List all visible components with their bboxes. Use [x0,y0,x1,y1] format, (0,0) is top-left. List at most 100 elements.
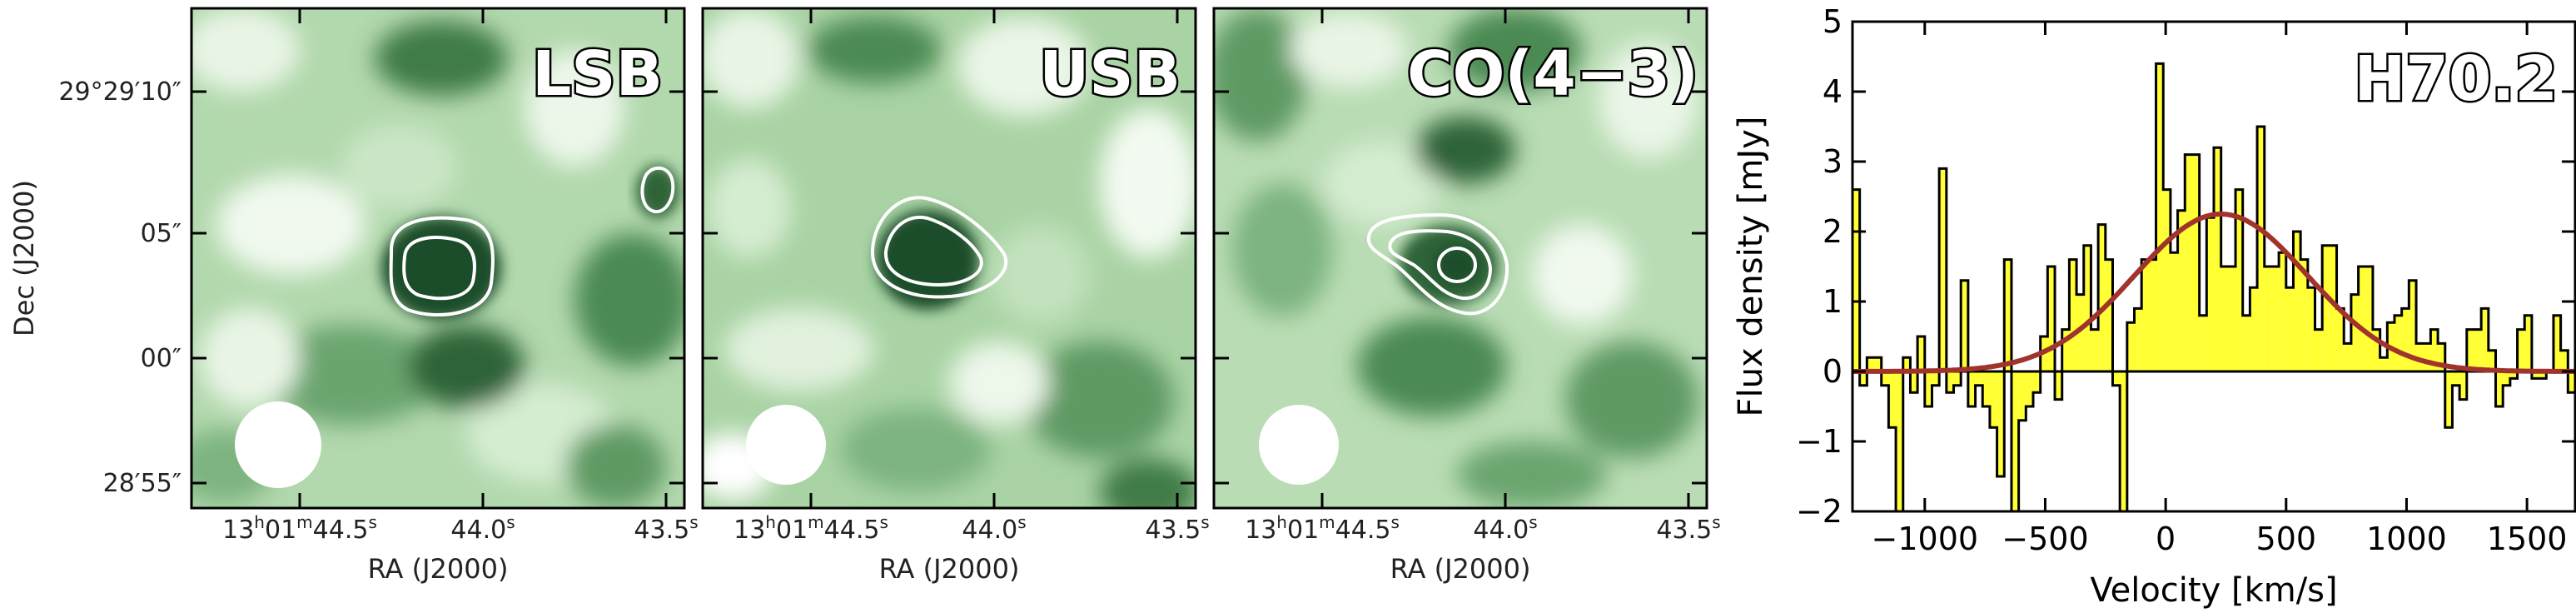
histogram-bar [1967,371,1976,406]
y-tick-label: 0 [1823,353,1842,390]
histogram-bar [2185,154,2192,371]
histogram-bar [1896,371,1903,511]
histogram-bar [2553,315,2561,371]
map-image-lsb [191,8,684,508]
beam-ellipse [235,401,321,488]
histogram-bar [2120,371,2127,511]
map-tick-marks [191,8,1707,508]
histogram-bar [2279,252,2286,371]
ra-seconds: 43.5 [634,516,689,545]
dec-tick-label: 29°29′10″ [58,77,182,107]
svg-text:44.0s: 44.0s [962,512,1026,545]
svg-text:44.0s: 44.0s [450,512,515,545]
histogram-bar [2170,252,2178,371]
svg-text:43.5s: 43.5s [1656,512,1720,545]
histogram-bar [1888,371,1897,428]
map-panel-usb: USB [701,7,1197,510]
ra-ticks-panel-1: 13h01m44.5s 44.0s 43.5s RA (J2000) [222,512,698,585]
histogram-bar [2004,259,2012,371]
y-tick-label: −1 [1796,423,1842,460]
histogram-bar [2474,329,2482,371]
histogram-bar [2214,147,2221,371]
histogram-bar [2459,371,2467,400]
histogram-bar [2285,287,2294,371]
histogram-bar [2105,259,2113,371]
histogram-bar [2488,350,2496,371]
histogram-bar [2033,371,2041,393]
histogram-bar [2336,308,2345,371]
spectrum-title: H70.2 [2354,43,2558,115]
histogram-bar [2481,308,2489,371]
map-label: CO(4−3) [1407,38,1698,110]
histogram-outline [1852,62,2575,511]
dec-tick-label: 28′55″ [103,469,182,498]
histogram-bar [2350,294,2359,371]
ra-seconds: 44.5 [313,516,369,545]
spectrum-panel: −1000 −500 0 500 1000 1500 −2 −1 0 1 2 3 4 5 H70.2 Ve… [1732,3,2576,610]
histogram-bar [2372,329,2380,371]
histogram-bar [2055,371,2062,400]
x-tick-label: 1500 [2487,521,2568,557]
histogram-bar [2141,259,2149,371]
y-tick-label: 5 [1823,3,1842,40]
spectrum-xlabel: Velocity [km/s] [2090,571,2337,610]
histogram-bar [2011,371,2019,511]
histogram-bar [2228,267,2236,371]
spectrum-ticks: −1000 −500 0 500 1000 1500 −2 −1 0 1 2 3 4 5 [1796,3,2575,557]
histogram-bar [2126,322,2135,371]
histogram-bar [1874,357,1882,371]
histogram-bar [2365,267,2373,371]
histogram-bar [2257,127,2265,371]
histogram-bar [2098,224,2106,371]
histogram-bar [1982,371,1990,406]
histogram-bar [1924,371,1932,406]
histogram-bar [1902,357,1911,371]
histogram-bar [2018,371,2026,421]
histogram-bar [2358,267,2366,371]
map-ylabel: Dec (J2000) [8,180,40,336]
histogram-bar [2531,371,2539,379]
histogram-bar [2026,371,2033,406]
y-tick-label: −2 [1796,493,1842,530]
histogram-bar [2148,259,2156,371]
histogram-bar [2438,343,2445,371]
svg-text:13h01m44.5s: 13h01m44.5s [222,512,377,545]
histogram-bar [2380,357,2388,371]
map-xlabel: RA (J2000) [368,553,509,585]
svg-text:43.5s: 43.5s [1145,512,1209,545]
histogram-bar [2199,315,2207,371]
histogram-bar [2069,259,2077,371]
map-image-usb [703,8,1196,508]
histogram-bar [1939,168,1947,371]
histogram-bar [2568,371,2575,393]
histogram-bar [2047,267,2056,371]
histogram-bar [2091,329,2099,371]
histogram-bar [1867,357,1875,371]
histogram-bar [2444,371,2453,428]
histogram-bar [2539,371,2547,379]
x-tick-label: −500 [2002,521,2088,557]
map-label: LSB [532,38,663,110]
histogram-bar [2206,217,2214,371]
dec-tick-label: 05″ [141,219,182,248]
histogram-bar [2163,189,2171,371]
histogram-bar [2452,371,2460,386]
ra-ticks-panel-3: 13h01m44.5s 44.0s 43.5s RA (J2000) [1245,512,1720,585]
svg-text:13h01m44.5s: 13h01m44.5s [734,512,888,545]
histogram-bar [2300,259,2308,371]
x-tick-label: 1000 [2366,521,2447,557]
histogram-bar [2430,329,2439,371]
histogram-bar [2401,308,2409,371]
y-tick-label: 1 [1823,283,1842,320]
histogram-bar [1975,371,1983,386]
map-label: USB [1039,38,1181,110]
beam-ellipse [746,405,826,485]
y-tick-label: 2 [1823,213,1842,250]
x-tick-label: −1000 [1872,521,1979,557]
histogram-bar [1859,371,1867,386]
histogram-bar [2061,329,2070,371]
histogram-bar [2394,315,2402,371]
histogram-bar [1910,371,1918,393]
histogram-bar [2112,371,2121,386]
histogram-bar [2076,294,2084,371]
